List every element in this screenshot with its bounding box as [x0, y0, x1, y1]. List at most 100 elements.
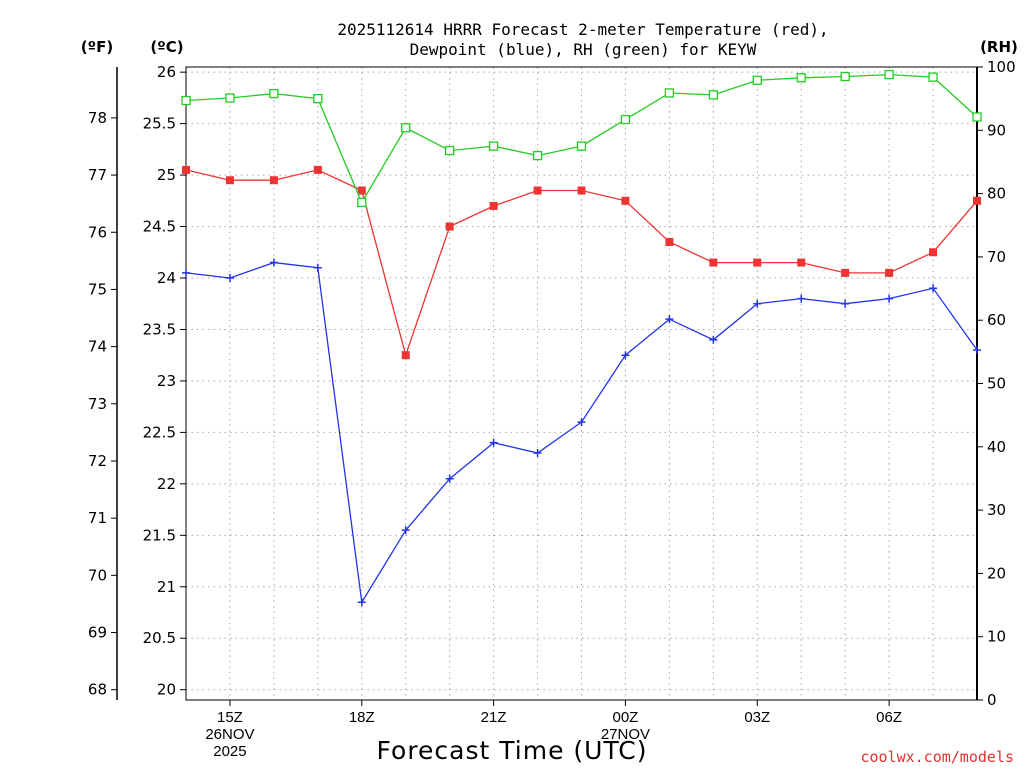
2-meter-temperature-point [621, 196, 630, 205]
rh-tick-label: 50 [987, 375, 1006, 393]
dewpoint-point [445, 474, 454, 483]
fahrenheit-tick-label: 78 [88, 109, 107, 127]
rh-point [488, 141, 499, 151]
2-meter-temperature-point [665, 237, 674, 246]
rh-point [928, 72, 938, 82]
2-meter-temperature-point [489, 201, 498, 210]
2-meter-temperature-point [313, 165, 322, 174]
rh-point [972, 112, 982, 122]
dewpoint-point [401, 526, 410, 535]
celsius-tick-label: 20 [157, 681, 176, 699]
chart-title-line-1: 2025112614 HRRR Forecast 2-meter Tempera… [337, 20, 828, 39]
rh-point [532, 150, 543, 161]
rh-tick-label: 0 [987, 691, 997, 709]
celsius-tick-label: 21.5 [143, 526, 176, 544]
fahrenheit-tick-label: 71 [88, 509, 107, 527]
celsius-tick-label: 23.5 [143, 320, 176, 338]
rh-point [401, 123, 411, 133]
x-tick-label: 26NOV [205, 726, 254, 743]
rh-point [884, 69, 894, 80]
rh-point [664, 88, 675, 98]
rh-point [445, 145, 455, 156]
dewpoint-point [621, 351, 630, 360]
rh-point [840, 71, 850, 82]
rh-tick-label: 100 [987, 58, 1016, 76]
2-meter-temperature-point [753, 258, 762, 267]
celsius-tick-label: 23 [157, 372, 176, 390]
2-meter-temperature-point [973, 196, 981, 205]
grid-layer [185, 67, 978, 700]
rh-unit-label: (RH) [980, 38, 1018, 56]
dewpoint-point [929, 284, 938, 293]
2-meter-temperature-line [185, 169, 978, 358]
rh-tick-label: 90 [987, 121, 1006, 139]
celsius-tick-label: 21 [157, 578, 176, 596]
rh-point [269, 88, 279, 99]
2-meter-temperature-point [182, 165, 190, 174]
celsius-tick-label: 25.5 [143, 115, 176, 133]
fahrenheit-tick-label: 70 [88, 566, 107, 584]
2-meter-temperature-point [401, 351, 410, 360]
celsius-tick-label: 24.5 [143, 218, 176, 236]
dewpoint-point [533, 448, 542, 457]
dewpoint-point [225, 274, 234, 282]
rh-point [708, 90, 718, 100]
fahrenheit-tick-label: 74 [88, 338, 107, 356]
rh-point [796, 73, 806, 83]
rh-point [357, 197, 367, 208]
dewpoint-point [182, 268, 190, 277]
dewpoint-point [489, 438, 498, 447]
fahrenheit-unit-label: (ºF) [81, 38, 113, 56]
dewpoint-point [841, 299, 850, 308]
celsius-tick-label: 26 [157, 63, 176, 81]
rh-point [181, 95, 191, 106]
2-meter-temperature-point [269, 176, 278, 185]
rh-tick-label: 30 [987, 501, 1006, 519]
x-tick-label: 27NOV [601, 726, 650, 743]
celsius-tick-label: 25 [157, 166, 176, 184]
rh-point [752, 75, 762, 85]
celsius-tick-label: 22.5 [143, 423, 176, 441]
dewpoint-point [665, 315, 674, 324]
rh-tick-label: 80 [987, 185, 1006, 203]
dewpoint-point [709, 335, 718, 344]
rh-point [313, 94, 323, 104]
dewpoint-point [973, 346, 981, 355]
fahrenheit-tick-label: 69 [88, 624, 107, 642]
dewpoint-point [753, 299, 762, 308]
dewpoint-point [797, 294, 806, 303]
rh-tick-label: 40 [987, 438, 1006, 456]
rh-tick-label: 20 [987, 564, 1006, 582]
celsius-tick-label: 22 [157, 475, 176, 493]
x-tick-label: 21Z [481, 709, 507, 726]
x-tick-label: 18Z [349, 709, 375, 726]
2-meter-temperature-point [225, 176, 234, 185]
celsius-tick-label: 20.5 [143, 629, 176, 647]
2-meter-temperature-point [445, 222, 454, 231]
x-tick-label: 06Z [876, 709, 902, 726]
celsius-unit-label: (ºC) [150, 38, 183, 56]
rh-tick-label: 60 [987, 311, 1006, 329]
rh-tick-label: 70 [987, 248, 1006, 266]
fahrenheit-tick-label: 73 [88, 395, 107, 413]
2-meter-temperature-point [709, 258, 718, 267]
fahrenheit-tick-label: 72 [88, 452, 107, 470]
credit-label: coolwx.com/models [860, 748, 1014, 766]
x-axis-label: Forecast Time (UTC) [377, 736, 648, 765]
axes-layer: 20 20.5 21 21.5 22 22.5 23 23.5 24 24.5 25 25.5 26 0 1… [88, 58, 1016, 760]
2-meter-temperature-point [577, 186, 586, 195]
fahrenheit-tick-label: 77 [88, 166, 107, 184]
celsius-tick-label: 24 [157, 269, 176, 287]
x-tick-label: 15Z [217, 709, 243, 726]
2-meter-temperature-point [797, 258, 806, 267]
rh-tick-label: 10 [987, 628, 1006, 646]
dewpoint-point [885, 294, 894, 303]
series-layer [181, 69, 982, 607]
2-meter-temperature-point [841, 268, 850, 277]
fahrenheit-tick-label: 75 [88, 280, 107, 298]
2-meter-temperature-point [885, 268, 894, 277]
rh-point [620, 114, 631, 125]
2-meter-temperature-point [929, 248, 938, 257]
2-meter-temperature-point [533, 186, 542, 195]
